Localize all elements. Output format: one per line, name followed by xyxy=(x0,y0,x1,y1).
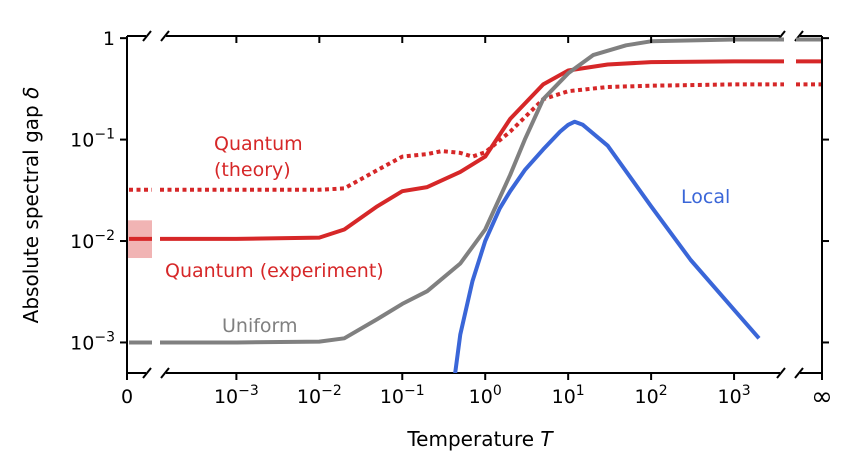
x-axis-ticks: 10−3 10−2 10−1 100 101 102 103 0 ∞ xyxy=(121,36,833,412)
x-tick-label: 10−2 xyxy=(297,383,342,408)
y-tick-label: 10−1 xyxy=(70,127,115,152)
annotation-local: Local xyxy=(681,186,730,208)
axis-break-slash xyxy=(160,367,170,379)
x-tick-label-zero: 0 xyxy=(121,386,133,408)
x-tick-label: 100 xyxy=(469,383,502,408)
axis-break-slash xyxy=(142,30,152,42)
x-tick-label: 102 xyxy=(635,383,668,408)
series-local-line xyxy=(453,119,761,373)
annotation-quantum-theory-line2: (theory) xyxy=(214,159,291,181)
annotation-uniform: Uniform xyxy=(222,315,298,337)
y-tick-label: 10−3 xyxy=(70,329,115,354)
x-tick-label-infinity: ∞ xyxy=(811,382,833,412)
x-tick-label: 101 xyxy=(552,383,585,408)
y-axis-ticks: 10−3 10−2 10−1 1 xyxy=(70,28,829,354)
axis-break-gap xyxy=(146,32,166,40)
y-tick-label: 10−2 xyxy=(70,228,115,253)
axis-break-slash xyxy=(142,367,152,379)
axis-break-slash xyxy=(794,367,804,379)
annotation-quantum-theory-line1: Quantum xyxy=(214,133,303,155)
x-tick-label: 103 xyxy=(718,383,751,408)
series-uniform-line xyxy=(160,37,784,345)
series-quantum-experiment-line xyxy=(160,59,784,241)
axis-break-slash xyxy=(776,367,786,379)
axis-break-gap xyxy=(780,369,800,377)
y-tick-label: 1 xyxy=(103,28,115,50)
y-axis-title: Absolute spectral gap δ xyxy=(19,87,43,324)
series-layer xyxy=(128,37,821,373)
axis-break-gap xyxy=(780,32,800,40)
series-quantum-theory-line xyxy=(160,82,784,192)
axis-break-slash xyxy=(160,30,170,42)
axis-break-gap xyxy=(146,369,166,377)
x-tick-label: 10−1 xyxy=(380,383,425,408)
x-axis-title: Temperature T xyxy=(406,427,554,451)
plot-frame xyxy=(126,35,823,374)
x-tick-label: 10−3 xyxy=(214,383,259,408)
annotation-quantum-experiment: Quantum (experiment) xyxy=(165,260,384,282)
